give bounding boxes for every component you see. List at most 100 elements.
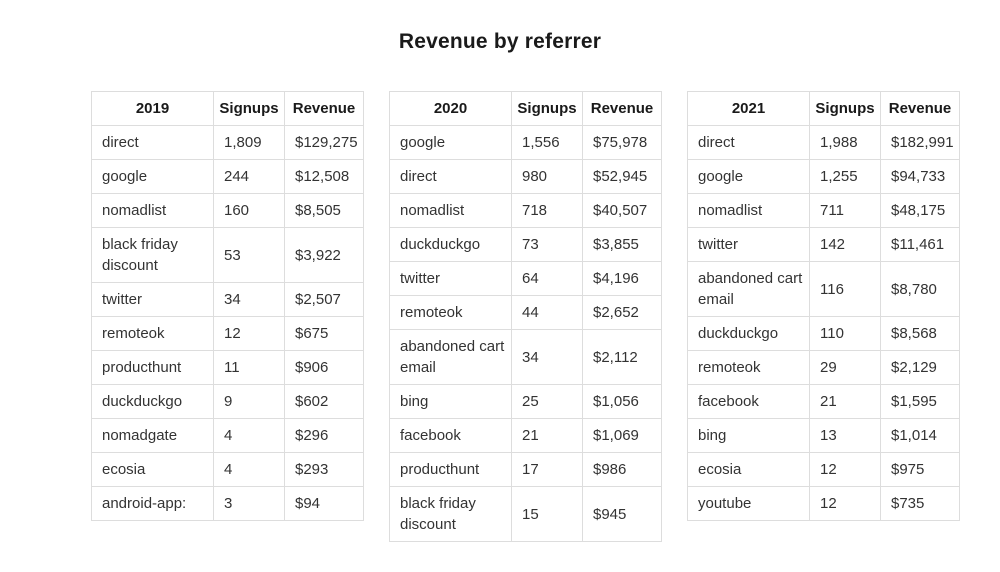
- signups-cell: 53: [213, 227, 285, 283]
- referrer-cell: remoteok: [687, 350, 810, 385]
- revenue-cell: $52,945: [582, 159, 662, 194]
- revenue-header: Revenue: [880, 91, 960, 126]
- signups-cell: 160: [213, 193, 285, 228]
- signups-cell: 711: [809, 193, 881, 228]
- referrer-cell: duckduckgo: [389, 227, 512, 262]
- table-row: facebook 21 $1,595: [687, 384, 960, 419]
- table-row: nomadgate 4 $296: [91, 418, 364, 453]
- table-row: ecosia 4 $293: [91, 452, 364, 487]
- table-row: producthunt 17 $986: [389, 452, 662, 487]
- referrer-cell: producthunt: [91, 350, 214, 385]
- revenue-cell: $75,978: [582, 125, 662, 160]
- referrer-cell: abandoned cart email: [687, 261, 810, 317]
- revenue-cell: $602: [284, 384, 364, 419]
- referrer-cell: direct: [91, 125, 214, 160]
- signups-cell: 244: [213, 159, 285, 194]
- referrer-cell: ecosia: [687, 452, 810, 487]
- table-row: nomadlist 711 $48,175: [687, 193, 960, 228]
- header-row: 2021 Signups Revenue: [687, 91, 960, 126]
- signups-cell: 1,255: [809, 159, 881, 194]
- table-row: nomadlist 160 $8,505: [91, 193, 364, 228]
- referrer-cell: nomadlist: [687, 193, 810, 228]
- tables-container: 2019 Signups Revenue direct 1,809 $129,275 goo…: [0, 91, 1000, 542]
- revenue-cell: $2,507: [284, 282, 364, 317]
- signups-cell: 73: [511, 227, 583, 262]
- signups-header: Signups: [809, 91, 881, 126]
- signups-cell: 1,556: [511, 125, 583, 160]
- signups-cell: 25: [511, 384, 583, 419]
- header-row: 2020 Signups Revenue: [389, 91, 662, 126]
- signups-cell: 17: [511, 452, 583, 487]
- revenue-cell: $129,275: [284, 125, 364, 160]
- revenue-cell: $40,507: [582, 193, 662, 228]
- signups-cell: 3: [213, 486, 285, 521]
- referrer-cell: facebook: [389, 418, 512, 453]
- table-row: duckduckgo 110 $8,568: [687, 316, 960, 351]
- signups-cell: 9: [213, 384, 285, 419]
- table-row: direct 980 $52,945: [389, 159, 662, 194]
- year-header: 2021: [687, 91, 810, 126]
- revenue-cell: $8,568: [880, 316, 960, 351]
- revenue-cell: $2,652: [582, 295, 662, 330]
- signups-cell: 34: [213, 282, 285, 317]
- revenue-cell: $1,014: [880, 418, 960, 453]
- referrer-cell: nomadlist: [389, 193, 512, 228]
- referrer-cell: remoteok: [389, 295, 512, 330]
- revenue-cell: $735: [880, 486, 960, 521]
- table-row: nomadlist 718 $40,507: [389, 193, 662, 228]
- table-row: google 1,255 $94,733: [687, 159, 960, 194]
- table-row: bing 13 $1,014: [687, 418, 960, 453]
- revenue-cell: $94: [284, 486, 364, 521]
- table-row: black friday discount 15 $945: [389, 486, 662, 542]
- table-row: twitter 64 $4,196: [389, 261, 662, 296]
- table-row: google 1,556 $75,978: [389, 125, 662, 160]
- signups-cell: 718: [511, 193, 583, 228]
- revenue-cell: $2,129: [880, 350, 960, 385]
- table-row: direct 1,809 $129,275: [91, 125, 364, 160]
- signups-header: Signups: [213, 91, 285, 126]
- revenue-cell: $182,991: [880, 125, 960, 160]
- referrer-cell: twitter: [687, 227, 810, 262]
- signups-cell: 12: [213, 316, 285, 351]
- signups-cell: 12: [809, 486, 881, 521]
- table-row: producthunt 11 $906: [91, 350, 364, 385]
- referrer-cell: facebook: [687, 384, 810, 419]
- revenue-cell: $296: [284, 418, 364, 453]
- revenue-cell: $3,855: [582, 227, 662, 262]
- table-row: youtube 12 $735: [687, 486, 960, 521]
- table-row: black friday discount 53 $3,922: [91, 227, 364, 283]
- referrer-cell: producthunt: [389, 452, 512, 487]
- revenue-cell: $8,780: [880, 261, 960, 317]
- table-row: google 244 $12,508: [91, 159, 364, 194]
- table-row: direct 1,988 $182,991: [687, 125, 960, 160]
- revenue-cell: $12,508: [284, 159, 364, 194]
- referrer-cell: nomadlist: [91, 193, 214, 228]
- signups-cell: 12: [809, 452, 881, 487]
- referrer-cell: direct: [687, 125, 810, 160]
- page-title: Revenue by referrer: [398, 30, 602, 53]
- revenue-cell: $1,056: [582, 384, 662, 419]
- signups-cell: 1,988: [809, 125, 881, 160]
- revenue-header: Revenue: [582, 91, 662, 126]
- header-row: 2019 Signups Revenue: [91, 91, 364, 126]
- signups-header: Signups: [511, 91, 583, 126]
- revenue-cell: $94,733: [880, 159, 960, 194]
- referrer-cell: twitter: [91, 282, 214, 317]
- year-header: 2020: [389, 91, 512, 126]
- signups-cell: 34: [511, 329, 583, 385]
- signups-cell: 64: [511, 261, 583, 296]
- signups-cell: 980: [511, 159, 583, 194]
- table-row: ecosia 12 $975: [687, 452, 960, 487]
- revenue-cell: $11,461: [880, 227, 960, 262]
- revenue-header: Revenue: [284, 91, 364, 126]
- table-row: duckduckgo 9 $602: [91, 384, 364, 419]
- referrer-cell: google: [389, 125, 512, 160]
- signups-cell: 15: [511, 486, 583, 542]
- revenue-cell: $4,196: [582, 261, 662, 296]
- revenue-cell: $2,112: [582, 329, 662, 385]
- signups-cell: 13: [809, 418, 881, 453]
- referrer-cell: duckduckgo: [687, 316, 810, 351]
- referrer-cell: android-app:: [91, 486, 214, 521]
- revenue-cell: $8,505: [284, 193, 364, 228]
- table-row: twitter 34 $2,507: [91, 282, 364, 317]
